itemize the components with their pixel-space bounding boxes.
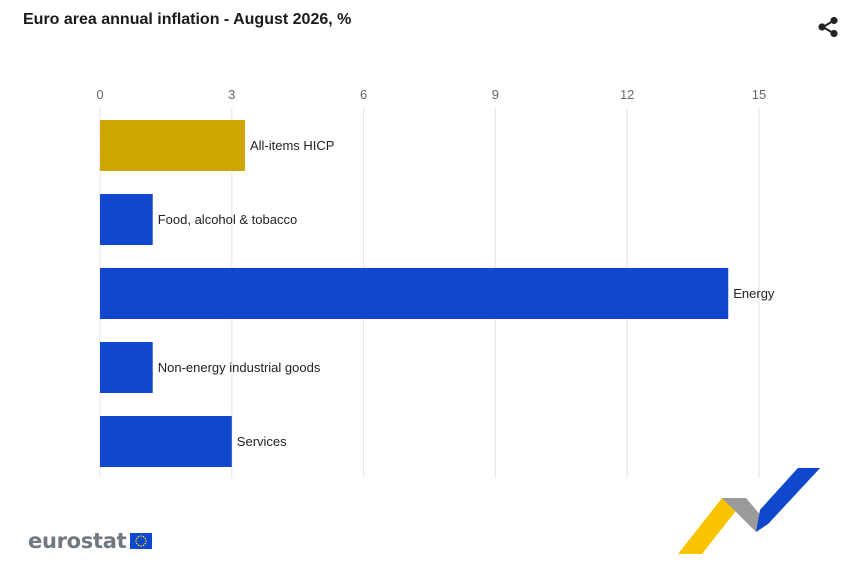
flag-star [144, 537, 147, 540]
bar [100, 120, 245, 171]
bar-category-label: All-items HICP [250, 138, 335, 153]
flag-star [145, 540, 148, 542]
eu-flag-icon [130, 533, 153, 549]
x-tick-label: 15 [752, 87, 766, 102]
share-button[interactable] [814, 13, 842, 41]
bar [100, 194, 153, 245]
x-tick-label: 0 [96, 87, 103, 102]
flag-star [143, 544, 145, 547]
bar-category-label: Food, alcohol & tobacco [158, 212, 297, 227]
bar-category-label: Services [237, 434, 287, 449]
x-tick-label: 9 [492, 87, 499, 102]
flag-star [144, 542, 147, 545]
flag-star [138, 544, 140, 547]
logo-text: eurostat [28, 529, 127, 553]
flag-star [140, 535, 143, 537]
bar-category-label: Non-energy industrial goods [158, 360, 321, 375]
chart-title: Euro area annual inflation - August 2026… [23, 11, 352, 28]
flag-star [135, 540, 138, 542]
share-icon [818, 16, 838, 38]
bar-category-label: Energy [733, 286, 775, 301]
flag-star [138, 535, 140, 538]
bar [100, 342, 153, 393]
bar-chart: 0 3 6 9 12 15 All-items HICP Food, alcohol & to… [96, 87, 775, 478]
decorative-swoosh-graphic [678, 468, 820, 554]
flag-star [143, 535, 145, 538]
x-tick-label: 6 [360, 87, 367, 102]
bar [100, 268, 729, 319]
flag-star [136, 537, 138, 540]
eurostat-logo[interactable]: eurostat [28, 527, 153, 555]
bar [100, 416, 232, 467]
flag-star [140, 545, 143, 547]
x-tick-label: 3 [228, 87, 235, 102]
flag-star [136, 542, 138, 545]
x-tick-label: 12 [620, 87, 634, 102]
